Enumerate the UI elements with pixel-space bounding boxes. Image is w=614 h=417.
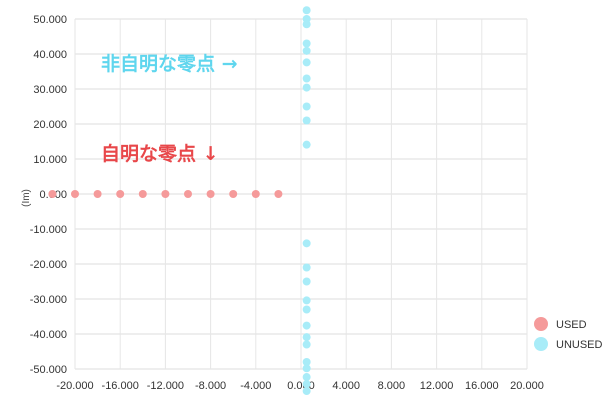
y-tick-label: 10.000 bbox=[33, 154, 67, 166]
y-axis-ticks: 50.00040.00030.00020.00010.0000.000-10.0… bbox=[30, 14, 67, 376]
y-tick-label: -40.000 bbox=[30, 329, 67, 341]
data-point-unused bbox=[302, 380, 311, 389]
data-point-unused bbox=[302, 140, 311, 149]
legend-label-used[interactable]: USED bbox=[556, 319, 587, 331]
data-point-unused bbox=[302, 305, 311, 314]
x-tick-label: 20.000 bbox=[510, 380, 544, 392]
y-tick-label: -30.000 bbox=[30, 294, 67, 306]
y-tick-label: 50.000 bbox=[33, 14, 67, 26]
y-tick-label: -50.000 bbox=[30, 364, 67, 376]
legend-marker-unused bbox=[534, 337, 548, 351]
data-point-unused bbox=[302, 74, 311, 83]
legend[interactable]: USED UNUSED bbox=[534, 317, 603, 351]
data-point-unused bbox=[302, 58, 311, 67]
data-point-unused bbox=[302, 46, 311, 55]
x-tick-label: 8.000 bbox=[378, 380, 406, 392]
data-point-unused bbox=[302, 364, 311, 373]
data-point-unused bbox=[302, 102, 311, 111]
x-tick-label: -12.000 bbox=[147, 380, 184, 392]
y-tick-label: 20.000 bbox=[33, 119, 67, 131]
data-point-used bbox=[71, 190, 79, 198]
y-tick-label: -20.000 bbox=[30, 259, 67, 271]
data-point-unused bbox=[302, 20, 311, 29]
data-point-unused bbox=[302, 239, 311, 248]
data-point-used bbox=[274, 190, 283, 198]
data-point-unused bbox=[302, 6, 311, 15]
data-point-unused bbox=[302, 263, 311, 272]
data-point-used bbox=[184, 190, 192, 198]
x-tick-label: -4.000 bbox=[240, 380, 271, 392]
x-tick-label: 12.000 bbox=[420, 380, 454, 392]
y-tick-label: 30.000 bbox=[33, 84, 67, 96]
annotation-label: 自明な零点 ↓ bbox=[101, 142, 219, 165]
data-point-unused bbox=[302, 358, 311, 366]
y-tick-label: -10.000 bbox=[30, 224, 67, 236]
data-point-unused bbox=[302, 116, 311, 125]
data-point-used bbox=[251, 190, 260, 198]
data-point-unused bbox=[302, 39, 311, 48]
data-point-used bbox=[48, 190, 57, 198]
legend-marker-used bbox=[534, 317, 548, 331]
data-point-used bbox=[116, 190, 125, 198]
data-point-used bbox=[206, 190, 215, 198]
data-point-used bbox=[229, 190, 238, 198]
annotations: 非自明な零点 → 自明な零点 ↓ bbox=[101, 52, 238, 165]
data-point-used bbox=[93, 190, 102, 198]
x-tick-label: 16.000 bbox=[465, 380, 499, 392]
x-tick-label: -8.000 bbox=[195, 380, 226, 392]
y-axis-label: (Im) bbox=[21, 189, 32, 207]
x-axis-ticks: -20.000 -16.000 -12.000 -8.000 -4.000 0.000 4.… bbox=[56, 380, 543, 392]
x-tick-label: -20.000 bbox=[56, 380, 93, 392]
data-point-unused bbox=[302, 340, 311, 349]
data-point-unused bbox=[302, 333, 311, 342]
x-tick-label: -16.000 bbox=[102, 380, 139, 392]
data-point-unused bbox=[302, 296, 311, 305]
annotation-label: 非自明な零点 → bbox=[101, 52, 238, 75]
data-point-unused bbox=[302, 277, 311, 286]
data-point-used bbox=[161, 190, 170, 198]
data-point-unused bbox=[302, 373, 311, 382]
legend-label-unused[interactable]: UNUSED bbox=[556, 339, 603, 351]
data-point-unused bbox=[302, 83, 311, 92]
data-point-used bbox=[138, 190, 147, 198]
x-tick-label: 4.000 bbox=[332, 380, 360, 392]
x-tick-label: 0.000 bbox=[287, 380, 315, 392]
data-point-unused bbox=[302, 387, 311, 396]
data-points bbox=[48, 6, 311, 396]
data-point-unused bbox=[302, 321, 311, 330]
y-tick-label: 40.000 bbox=[33, 49, 67, 61]
